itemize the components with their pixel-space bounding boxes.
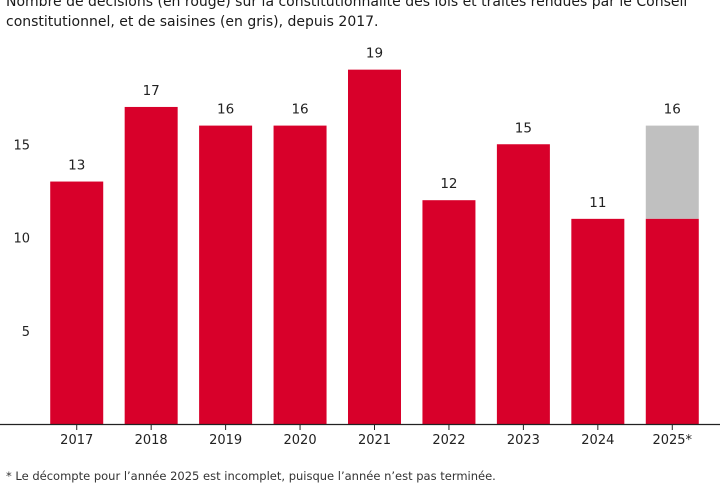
bar-decisions xyxy=(496,144,550,424)
data-label: 12 xyxy=(440,176,457,192)
data-label: 16 xyxy=(217,102,234,118)
bar-decisions xyxy=(273,125,327,424)
footnote: * Le décompte pour l’année 2025 est inco… xyxy=(6,469,496,483)
x-tick-label: 2021 xyxy=(358,433,391,448)
data-label: 13 xyxy=(68,158,85,174)
x-tick-label: 2022 xyxy=(432,433,465,448)
bar-decisions xyxy=(348,69,401,425)
data-label: 16 xyxy=(291,102,308,118)
x-tick-label: 2025* xyxy=(652,433,692,448)
y-tick-label: 15 xyxy=(13,138,30,153)
data-label: 16 xyxy=(664,102,681,118)
data-label: 15 xyxy=(515,120,532,136)
bar-saisines xyxy=(645,125,699,219)
x-tick-label: 2018 xyxy=(135,433,168,448)
bar-decisions xyxy=(50,181,104,424)
y-tick-label: 10 xyxy=(13,232,30,247)
bar-decisions xyxy=(124,106,178,424)
data-label: 19 xyxy=(366,46,383,62)
bar-decisions xyxy=(571,218,625,424)
y-tick-label: 5 xyxy=(22,325,30,340)
x-tick-label: 2023 xyxy=(507,433,540,448)
bar-decisions xyxy=(645,218,699,424)
bars xyxy=(50,69,699,425)
data-label: 11 xyxy=(589,195,606,211)
bar-decisions xyxy=(199,125,253,424)
x-tick-label: 2019 xyxy=(209,433,242,448)
x-tick-label: 2017 xyxy=(60,433,93,448)
y-axis-ticks: 5 10 15 xyxy=(13,138,30,340)
x-axis-ticks: 2017 2018 2019 2020 2021 2022 2023 2024 2025* xyxy=(60,424,693,448)
x-tick-label: 2020 xyxy=(284,433,317,448)
x-tick-label: 2024 xyxy=(581,433,614,448)
bar-decisions xyxy=(422,200,476,424)
data-labels: 13 17 16 16 19 12 15 11 16 xyxy=(68,46,681,211)
data-label: 17 xyxy=(143,83,160,99)
chart-subtitle: Nombre de décisions (en rouge) sur la co… xyxy=(6,0,688,30)
